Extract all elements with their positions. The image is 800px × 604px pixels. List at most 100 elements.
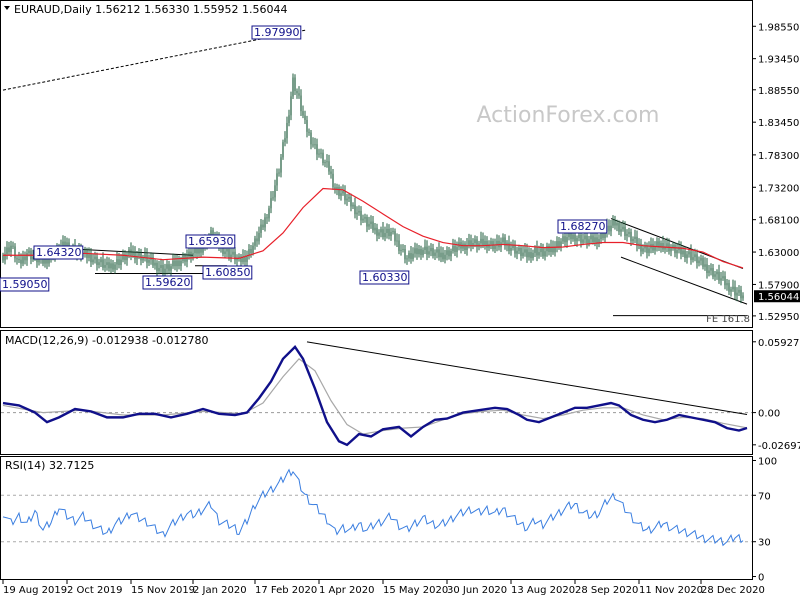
candle-body <box>618 223 620 232</box>
candle-body <box>514 245 516 254</box>
candle-body <box>186 256 188 262</box>
candle-body <box>308 131 310 133</box>
candle-body <box>84 250 86 254</box>
candle-body <box>92 259 94 263</box>
candle-body <box>18 258 20 260</box>
macd-axis-label: 0.00 <box>758 409 780 420</box>
candle-body <box>32 256 34 260</box>
candle-body <box>406 258 408 260</box>
candle-body <box>702 258 704 267</box>
candle-body <box>404 249 406 260</box>
candle-body <box>244 256 246 262</box>
candle-body <box>660 243 662 248</box>
candle-body <box>350 196 352 207</box>
candle-body <box>664 246 666 250</box>
candle-body <box>262 224 264 228</box>
candle-body <box>566 237 568 243</box>
candle-body <box>426 246 428 255</box>
candle-body <box>326 161 328 163</box>
candle-body <box>242 256 244 263</box>
candle-body <box>252 245 254 253</box>
candle-body <box>236 258 238 261</box>
candle-body <box>314 144 316 146</box>
candle-body <box>536 247 538 256</box>
candle-body <box>464 243 466 250</box>
candle-body <box>736 292 738 296</box>
candle-body <box>522 252 524 256</box>
candle-body <box>692 257 694 260</box>
x-axis-label: 15 Nov 2019 <box>131 585 195 596</box>
candle-body <box>432 247 434 256</box>
candle-body <box>104 265 106 268</box>
candle-body <box>682 250 684 255</box>
candle-body <box>538 252 540 256</box>
candle-body <box>532 252 534 259</box>
candle-body <box>196 248 198 254</box>
candle-body <box>318 153 320 155</box>
candle-body <box>624 226 626 236</box>
candle-body <box>632 238 634 242</box>
candle-body <box>684 250 686 259</box>
candle-body <box>592 235 594 243</box>
candle-body <box>420 249 422 256</box>
watermark: ActionForex.com <box>477 103 660 128</box>
candle-body <box>712 268 714 277</box>
candle-body <box>728 283 730 292</box>
candle-body <box>628 231 630 234</box>
candle-body <box>588 239 590 244</box>
candle-body <box>366 217 368 227</box>
candle-body <box>116 259 118 265</box>
candle-body <box>472 243 474 247</box>
candle-body <box>718 271 720 281</box>
candle-body <box>44 257 46 264</box>
candle-body <box>586 235 588 244</box>
candle-body <box>394 231 396 242</box>
annotation-box <box>0 277 50 292</box>
candle-body <box>246 256 248 262</box>
fibo-extension-label: FE 161.8 <box>706 314 750 325</box>
rsi-title: RSI(14) 32.7125 <box>5 459 94 472</box>
x-axis-label: 2 Jan 2020 <box>193 585 247 596</box>
candle-body <box>340 193 342 196</box>
candle-body <box>526 249 528 258</box>
collapse-triangle-icon[interactable] <box>4 6 10 10</box>
candle-body <box>454 245 456 252</box>
candle-body <box>516 250 518 254</box>
trendline <box>620 256 748 305</box>
macd-trendline <box>306 341 748 415</box>
candle-body <box>416 248 418 255</box>
annotation-box <box>251 25 302 40</box>
candle-body <box>612 219 614 226</box>
candle-body <box>540 248 542 253</box>
candle-body <box>132 251 134 256</box>
candle-body <box>546 246 548 252</box>
candle-body <box>324 162 326 164</box>
candle-body <box>368 224 370 227</box>
candle-body <box>502 237 504 243</box>
candle-body <box>28 250 30 254</box>
candle-body <box>596 237 598 244</box>
candle-body <box>136 255 138 260</box>
candle-body <box>348 196 350 199</box>
candle-body <box>698 260 700 264</box>
candle-body <box>64 241 66 248</box>
candle-body <box>370 221 372 225</box>
candle-body <box>234 251 236 261</box>
candle-body <box>648 248 650 253</box>
price-axis-label: 1.63000 <box>758 248 799 259</box>
rsi-axis-label: 100 <box>758 456 777 467</box>
candle-body <box>520 247 522 256</box>
candle-body <box>486 240 488 248</box>
candle-body <box>322 152 324 164</box>
candle-body <box>250 249 252 253</box>
candle-body <box>398 240 400 251</box>
candle-body <box>294 77 296 91</box>
candle-body <box>598 239 600 244</box>
candle-body <box>172 260 174 267</box>
price-annotation: 1.60850 <box>202 265 253 280</box>
candle-body <box>422 249 424 256</box>
candle-body <box>428 251 430 255</box>
candle-body <box>494 245 496 249</box>
candle-body <box>382 229 384 238</box>
